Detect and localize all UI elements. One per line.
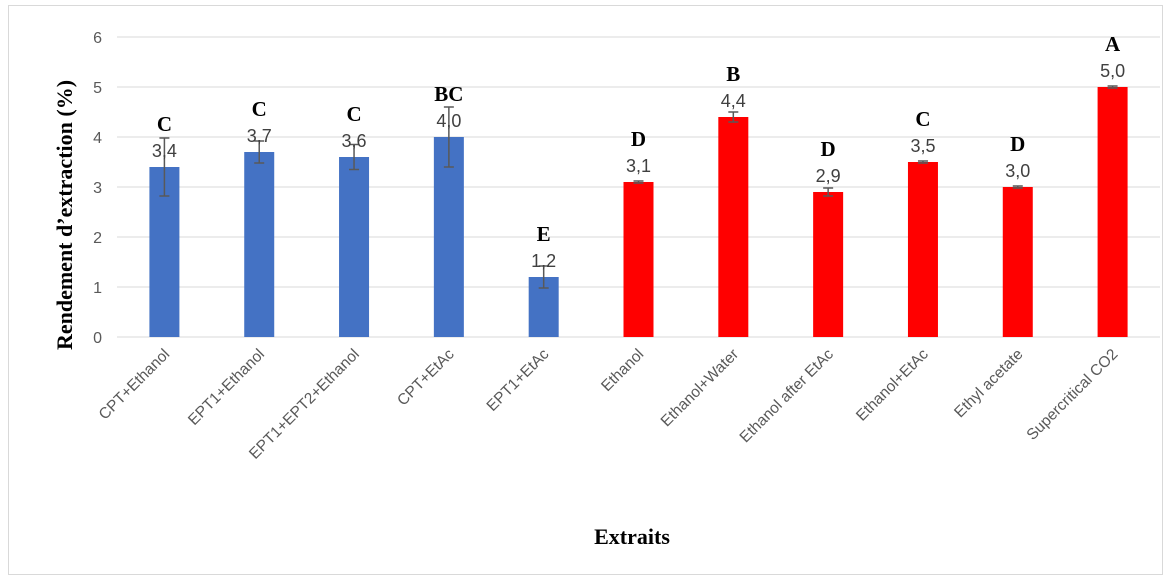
bar — [623, 182, 654, 337]
data-label: 4,4 — [721, 91, 746, 111]
bar — [1002, 187, 1033, 337]
significance-letter: C — [157, 112, 172, 136]
data-label: 1,2 — [531, 251, 556, 271]
data-labels: 3,4 3,7 3,6 4,0 1,2 3,1 4,4 2,9 3,5 3,0 5,0 — [152, 61, 1125, 271]
x-axis-categories: CPT+Ethanol EPT1+EthanolEPT1+EPT2+Ethanol… — [96, 346, 1122, 463]
error-bar — [633, 180, 644, 184]
data-label: 5,0 — [1100, 61, 1125, 81]
error-bar — [254, 140, 265, 164]
x-category-label: Ethanol after EtAc — [737, 346, 838, 447]
significance-letter: BC — [434, 82, 463, 106]
data-label: 3,5 — [910, 136, 935, 156]
x-category-label: Ethanol+Water — [658, 346, 742, 430]
y-tick-label: 5 — [93, 80, 102, 97]
bar — [813, 192, 844, 337]
x-category-label: Ethyl acetate — [951, 346, 1026, 421]
y-axis-ticks: 0 1 2 3 4 5 6 — [93, 30, 102, 347]
bar — [433, 137, 464, 337]
error-bar — [349, 143, 360, 171]
error-bar — [917, 160, 928, 164]
bar — [718, 117, 749, 337]
bar — [1097, 87, 1128, 337]
significance-letter: D — [821, 137, 836, 161]
error-bar — [1012, 185, 1023, 189]
x-category-label: EPT1+EPT2+Ethanol — [246, 346, 363, 463]
y-axis-title: Rendement d’extraction (%) — [52, 80, 77, 350]
bar — [907, 162, 938, 337]
significance-letter: B — [726, 62, 740, 86]
x-category-label: EPT1+EtAc — [484, 346, 553, 415]
error-bar — [443, 106, 454, 168]
error-bar — [1107, 85, 1118, 89]
error-bar — [538, 265, 549, 289]
x-category-label: EPT1+Ethanol — [185, 346, 268, 429]
x-category-label: CPT+EtAc — [394, 346, 458, 410]
y-tick-label: 6 — [93, 30, 102, 47]
data-label: 3,4 — [152, 141, 177, 161]
bar — [339, 157, 370, 337]
significance-letter: C — [252, 97, 267, 121]
y-tick-label: 0 — [93, 330, 102, 347]
bar — [244, 152, 275, 337]
x-category-label: CPT+Ethanol — [96, 346, 174, 424]
y-tick-label: 2 — [93, 230, 102, 247]
x-category-label: Supercritical CO2 — [1024, 346, 1122, 444]
significance-letters: C C C BC E D B D C D A — [157, 32, 1121, 246]
data-label: 2,9 — [816, 166, 841, 186]
bars — [149, 87, 1128, 337]
data-label: 3,6 — [342, 131, 367, 151]
x-axis-title: Extraits — [594, 524, 670, 549]
x-category-label: Ethanol — [598, 346, 647, 395]
chart-frame — [8, 5, 1163, 575]
data-label: 3,0 — [1005, 161, 1030, 181]
error-bar — [728, 111, 739, 123]
y-tick-label: 1 — [93, 280, 102, 297]
error-bars — [159, 85, 1118, 289]
significance-letter: E — [537, 222, 551, 246]
y-tick-label: 4 — [93, 130, 102, 147]
data-label: 4,0 — [436, 111, 461, 131]
data-label: 3,7 — [247, 126, 272, 146]
gridlines — [117, 36, 1160, 338]
y-tick-label: 3 — [93, 180, 102, 197]
error-bar — [159, 137, 170, 197]
error-bar — [823, 187, 834, 197]
significance-letter: D — [1010, 132, 1025, 156]
x-category-label: Ethanol+EtAc — [853, 346, 932, 425]
significance-letter: A — [1105, 32, 1121, 56]
data-label: 3,1 — [626, 156, 651, 176]
significance-letter: D — [631, 127, 646, 151]
significance-letter: C — [915, 107, 930, 131]
significance-letter: C — [346, 102, 361, 126]
